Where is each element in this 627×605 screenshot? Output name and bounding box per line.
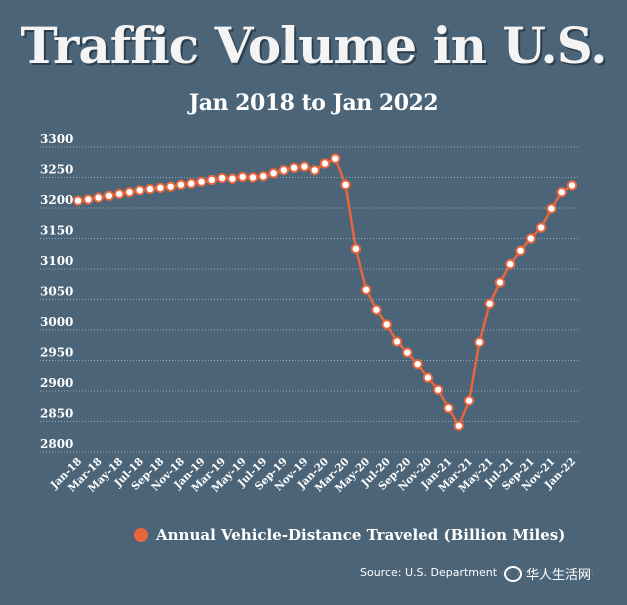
data-point <box>494 277 506 288</box>
data-point <box>371 304 382 316</box>
data-point <box>340 179 351 191</box>
data-point <box>463 395 475 406</box>
y-tick-label: 3150 <box>40 224 73 238</box>
data-point <box>247 172 259 183</box>
y-tick-label: 2800 <box>40 437 73 451</box>
data-point <box>422 372 434 383</box>
data-point <box>350 243 362 255</box>
data-point <box>412 358 423 370</box>
data-point <box>103 190 115 202</box>
data-point <box>83 194 94 205</box>
legend-label: Annual Vehicle-Distance Traveled (Billio… <box>156 526 566 544</box>
data-point <box>237 171 248 183</box>
data-point <box>134 185 145 196</box>
data-point <box>535 222 547 233</box>
data-point <box>216 172 228 184</box>
data-point <box>556 186 567 198</box>
y-tick-label: 2900 <box>40 376 73 390</box>
data-point <box>505 258 516 270</box>
data-point <box>155 182 166 194</box>
y-tick-label: 2850 <box>40 407 73 421</box>
data-point <box>206 174 217 186</box>
data-point <box>258 171 269 182</box>
legend: Annual Vehicle-Distance Traveled (Billio… <box>134 526 565 544</box>
y-tick-label: 3200 <box>40 193 73 207</box>
y-tick-label: 3250 <box>40 163 73 177</box>
data-point <box>72 195 84 206</box>
data-point <box>402 347 413 358</box>
data-point <box>165 181 176 192</box>
data-point <box>93 192 104 203</box>
data-point <box>144 183 156 195</box>
watermark-text: 华人生活网 <box>526 568 592 583</box>
data-point <box>360 284 372 295</box>
y-tick-label: 3000 <box>40 315 73 329</box>
data-point <box>278 164 290 176</box>
legend-marker <box>134 528 148 542</box>
data-point <box>566 180 578 191</box>
wechat-icon <box>504 565 522 582</box>
chart-subtitle: Jan 2018 to Jan 2022 <box>188 90 439 116</box>
data-point <box>525 233 537 244</box>
chart-title: Traffic Volume in U.S. <box>20 16 607 75</box>
watermark: 华人生活网 <box>500 564 596 583</box>
data-point <box>474 337 485 348</box>
data-point <box>319 158 331 169</box>
data-point <box>484 298 495 309</box>
data-point <box>288 162 300 173</box>
data-point <box>268 168 279 179</box>
y-tick-label: 3100 <box>40 254 73 268</box>
data-point <box>433 384 444 395</box>
data-point <box>546 203 557 214</box>
data-point <box>453 420 464 431</box>
data-point <box>227 173 238 184</box>
data-point <box>175 179 187 191</box>
data-point <box>186 178 197 189</box>
data-point <box>124 186 135 198</box>
data-point <box>391 336 403 347</box>
data-point <box>330 153 341 164</box>
data-point <box>515 245 526 256</box>
y-tick-label: 3050 <box>40 285 73 299</box>
data-point <box>196 176 207 187</box>
data-point <box>299 161 310 172</box>
data-point <box>443 402 454 414</box>
series-line <box>77 157 573 428</box>
data-point <box>381 319 392 330</box>
y-tick-label: 2950 <box>40 346 73 360</box>
data-point <box>113 188 125 200</box>
y-tick-label: 3300 <box>40 132 73 146</box>
data-point <box>309 164 320 176</box>
